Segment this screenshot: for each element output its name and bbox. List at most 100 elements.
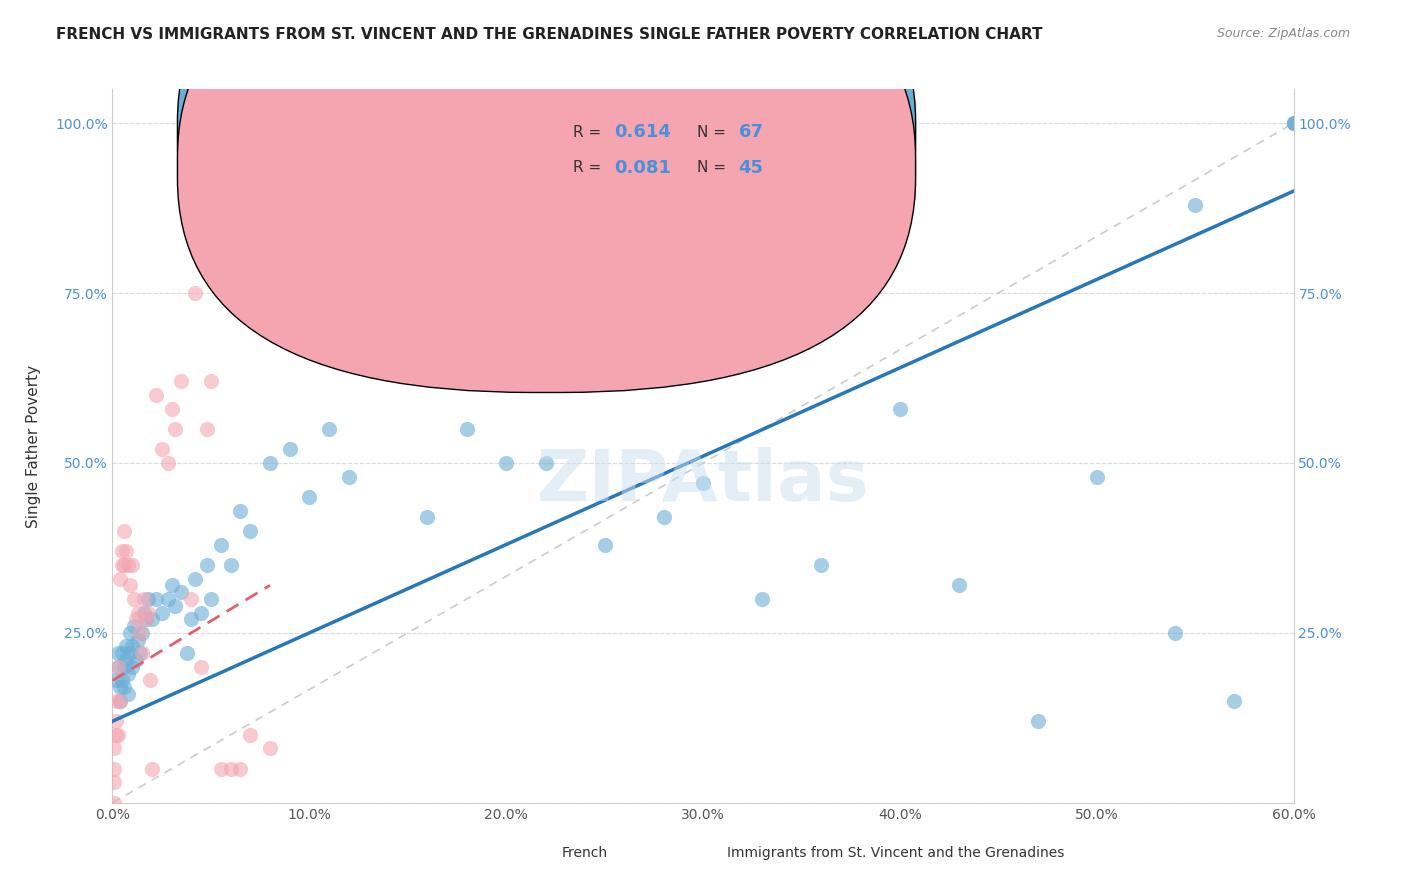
Text: N =: N = <box>697 125 731 139</box>
Point <box>121 640 143 654</box>
Point <box>111 646 134 660</box>
Point <box>150 442 173 457</box>
Text: R =: R = <box>574 161 606 175</box>
Point <box>160 578 183 592</box>
Point <box>195 422 218 436</box>
Point <box>127 632 149 647</box>
Y-axis label: Single Father Poverty: Single Father Poverty <box>27 365 41 527</box>
Point <box>298 490 321 504</box>
Text: ZIPAtlas: ZIPAtlas <box>537 447 869 516</box>
Point <box>107 728 129 742</box>
Point <box>112 558 135 572</box>
Point <box>1282 116 1305 130</box>
Point <box>229 762 252 776</box>
Point <box>239 524 262 538</box>
FancyBboxPatch shape <box>177 0 915 357</box>
Point <box>150 606 173 620</box>
Point <box>692 476 714 491</box>
Point <box>112 660 135 674</box>
Point <box>318 422 340 436</box>
Point <box>229 503 252 517</box>
Point <box>107 660 129 674</box>
Text: French: French <box>561 846 607 860</box>
Point <box>125 653 148 667</box>
Point <box>337 469 360 483</box>
Point <box>751 591 773 606</box>
Point <box>107 660 129 674</box>
Point <box>132 591 155 606</box>
Point <box>190 660 212 674</box>
Point <box>495 456 517 470</box>
Point <box>593 537 616 551</box>
Point <box>195 558 218 572</box>
Point <box>129 646 152 660</box>
Point <box>239 728 262 742</box>
Point <box>1282 116 1305 130</box>
Circle shape <box>506 844 534 862</box>
Point <box>1223 694 1246 708</box>
Point <box>111 558 134 572</box>
Point <box>534 456 557 470</box>
Point <box>1026 714 1049 729</box>
Point <box>190 606 212 620</box>
Point <box>156 591 179 606</box>
Point <box>170 585 193 599</box>
Point <box>105 728 128 742</box>
Point <box>121 660 143 674</box>
Point <box>115 653 138 667</box>
Point <box>120 626 142 640</box>
Circle shape <box>488 123 516 141</box>
Text: 67: 67 <box>738 123 763 141</box>
Point <box>141 612 163 626</box>
Point <box>136 606 159 620</box>
Point <box>160 401 183 416</box>
Point <box>112 524 135 538</box>
Text: FRENCH VS IMMIGRANTS FROM ST. VINCENT AND THE GRENADINES SINGLE FATHER POVERTY C: FRENCH VS IMMIGRANTS FROM ST. VINCENT AN… <box>56 27 1043 42</box>
Point <box>1164 626 1187 640</box>
Point <box>165 599 187 613</box>
Point <box>200 591 222 606</box>
Point <box>127 606 149 620</box>
Point <box>103 741 125 756</box>
Point <box>117 687 139 701</box>
Point <box>259 741 281 756</box>
Point <box>105 694 128 708</box>
Point <box>278 442 301 457</box>
Point <box>1184 198 1206 212</box>
Point <box>180 612 202 626</box>
Text: 0.081: 0.081 <box>614 159 672 177</box>
Point <box>170 375 193 389</box>
Point <box>456 422 478 436</box>
Point <box>810 558 832 572</box>
Point <box>110 572 132 586</box>
Text: Source: ZipAtlas.com: Source: ZipAtlas.com <box>1216 27 1350 40</box>
Point <box>136 591 159 606</box>
Point <box>165 422 187 436</box>
Point <box>135 612 157 626</box>
Point <box>259 456 281 470</box>
Point <box>139 673 162 688</box>
FancyBboxPatch shape <box>467 96 915 203</box>
Point <box>117 558 139 572</box>
Point <box>200 375 222 389</box>
Point <box>111 673 134 688</box>
Point <box>122 619 145 633</box>
Point <box>184 572 207 586</box>
Point <box>377 320 399 334</box>
Point <box>209 762 232 776</box>
Point <box>132 606 155 620</box>
Point <box>121 558 143 572</box>
Text: R =: R = <box>574 125 606 139</box>
Point <box>145 591 167 606</box>
Point <box>125 612 148 626</box>
Point <box>652 510 675 524</box>
Point <box>129 626 152 640</box>
Point <box>112 680 135 694</box>
Point <box>117 666 139 681</box>
Point <box>107 646 129 660</box>
Point <box>131 646 153 660</box>
Point <box>219 762 242 776</box>
Point <box>103 762 125 776</box>
Text: N =: N = <box>697 161 731 175</box>
Point <box>135 612 157 626</box>
